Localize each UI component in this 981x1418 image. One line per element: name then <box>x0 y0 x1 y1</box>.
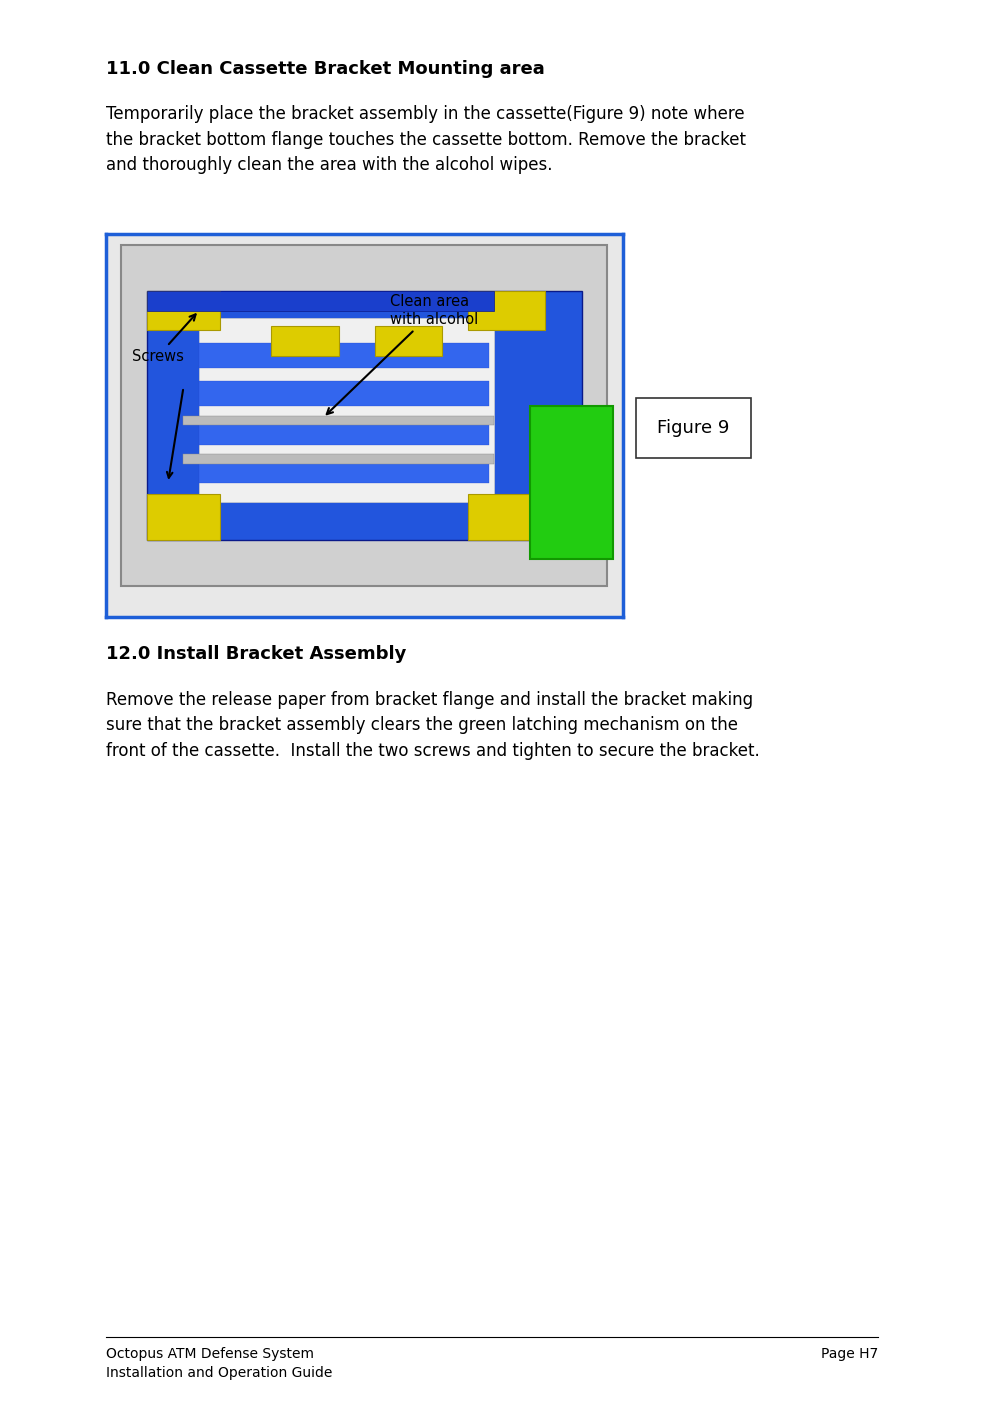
Polygon shape <box>183 454 493 464</box>
Polygon shape <box>147 495 220 540</box>
Polygon shape <box>147 291 493 311</box>
Text: Screws: Screws <box>131 315 195 364</box>
Text: Clean area
with alcohol: Clean area with alcohol <box>327 295 479 414</box>
Polygon shape <box>468 291 545 329</box>
Polygon shape <box>375 326 442 356</box>
Polygon shape <box>199 381 489 407</box>
Polygon shape <box>122 245 607 586</box>
Polygon shape <box>199 420 489 445</box>
Text: 11.0 Clean Cassette Bracket Mounting area: 11.0 Clean Cassette Bracket Mounting are… <box>106 60 544 78</box>
Text: 12.0 Install Bracket Assembly: 12.0 Install Bracket Assembly <box>106 645 406 664</box>
Text: Temporarily place the bracket assembly in the cassette(Figure 9) note where
the : Temporarily place the bracket assembly i… <box>106 105 746 174</box>
Polygon shape <box>199 458 489 482</box>
Text: Figure 9: Figure 9 <box>657 420 730 437</box>
Polygon shape <box>199 343 489 369</box>
FancyBboxPatch shape <box>636 398 751 458</box>
Text: Page H7: Page H7 <box>821 1347 878 1361</box>
Polygon shape <box>468 495 545 540</box>
Polygon shape <box>530 407 612 560</box>
Text: Octopus ATM Defense System
Installation and Operation Guide: Octopus ATM Defense System Installation … <box>106 1347 333 1380</box>
Text: Remove the release paper from bracket flange and install the bracket making
sure: Remove the release paper from bracket fl… <box>106 691 759 760</box>
Polygon shape <box>272 326 338 356</box>
Polygon shape <box>183 415 493 425</box>
Polygon shape <box>147 291 220 329</box>
Polygon shape <box>147 291 582 540</box>
Polygon shape <box>199 318 493 502</box>
